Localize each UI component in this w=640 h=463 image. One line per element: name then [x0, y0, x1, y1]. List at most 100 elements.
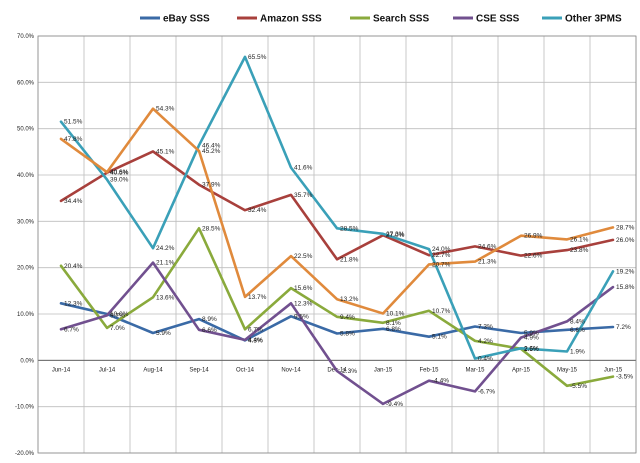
- data-label: 13.2%: [340, 296, 359, 303]
- data-label: 24.0%: [432, 246, 451, 253]
- y-tick-label: 20.0%: [17, 266, 35, 272]
- x-tick-label: Oct-14: [236, 367, 255, 373]
- data-point: [428, 263, 430, 266]
- data-point: [336, 227, 338, 230]
- data-label: 4.9%: [524, 335, 539, 342]
- x-tick-label: Jun-14: [52, 367, 71, 373]
- data-label: 26.0%: [616, 237, 635, 244]
- data-label: 5.1%: [432, 334, 447, 341]
- legend-label: Amazon SSS: [260, 14, 322, 25]
- data-point: [106, 171, 108, 174]
- data-point: [290, 302, 292, 305]
- data-point: [244, 296, 246, 298]
- data-label: 32.4%: [248, 207, 267, 214]
- data-label: 10.7%: [432, 308, 451, 315]
- legend-label: eBay SSS: [163, 14, 210, 25]
- data-label: 40.5%: [110, 170, 129, 177]
- data-point: [612, 226, 614, 229]
- data-label: 8.9%: [202, 316, 217, 323]
- data-point: [336, 332, 338, 335]
- data-point: [198, 144, 200, 147]
- data-label: -6.7%: [478, 388, 495, 395]
- data-point: [612, 375, 614, 378]
- data-label: 8.1%: [386, 320, 401, 327]
- data-label: 22.6%: [524, 253, 543, 260]
- data-point: [520, 234, 522, 237]
- data-point: [428, 335, 430, 338]
- y-tick-label: -10.0%: [15, 405, 35, 411]
- data-point: [566, 350, 568, 353]
- data-point: [106, 314, 108, 317]
- data-label: 26.1%: [570, 236, 589, 243]
- data-point: [336, 370, 338, 372]
- data-label: 9.5%: [294, 313, 309, 320]
- data-label: 47.8%: [64, 136, 83, 143]
- y-tick-label: 60.0%: [17, 80, 35, 86]
- data-label: 9.4%: [340, 314, 355, 321]
- data-point: [336, 315, 338, 318]
- data-label: -5.5%: [570, 383, 587, 390]
- data-point: [612, 270, 614, 273]
- data-label: 27.3%: [386, 231, 405, 238]
- data-point: [428, 309, 430, 312]
- data-point: [520, 332, 522, 334]
- data-label: 22.5%: [294, 253, 313, 260]
- series-lines: [59, 55, 615, 406]
- data-label: 28.7%: [616, 224, 635, 231]
- data-point: [198, 328, 200, 331]
- data-point: [60, 200, 62, 202]
- data-label: 27.0%: [386, 232, 405, 239]
- data-point: [382, 328, 384, 330]
- data-label: 9.7%: [110, 312, 125, 319]
- data-point: [152, 150, 154, 153]
- data-point: [382, 322, 384, 324]
- data-label: 6.8%: [386, 326, 401, 333]
- plot-border: [37, 35, 637, 454]
- data-label: 6.7%: [64, 326, 79, 333]
- x-tick-label: Aug-14: [143, 367, 163, 373]
- data-labels: 12.3% 10.0% 5.9% 8.9% 4.3% 9.5% 5.8% 6.8% 5.1% 7.…: [64, 54, 635, 408]
- data-label: 39.0%: [110, 177, 129, 184]
- x-tick-label: Mar-15: [465, 367, 485, 373]
- data-point: [612, 239, 614, 241]
- y-tick-label: 70.0%: [17, 34, 35, 40]
- data-point: [520, 347, 522, 350]
- x-tick-label: Nov-14: [281, 367, 301, 373]
- data-point: [290, 315, 292, 318]
- data-point: [198, 183, 200, 186]
- data-label: 15.8%: [616, 284, 635, 291]
- legend-label: CSE SSS: [476, 14, 520, 25]
- y-tick-label: 50.0%: [17, 127, 35, 133]
- data-point: [290, 255, 292, 257]
- data-point: [336, 258, 338, 261]
- y-tick-label: 40.0%: [17, 173, 35, 179]
- data-label: 2.5%: [524, 346, 539, 353]
- data-label: 65.5%: [248, 54, 267, 61]
- data-label: 24.6%: [478, 243, 497, 250]
- data-label: 5.9%: [524, 330, 539, 337]
- data-point: [474, 245, 476, 248]
- data-point: [474, 340, 476, 342]
- data-point: [520, 254, 522, 257]
- data-label: 6.6%: [570, 327, 585, 334]
- data-point: [60, 265, 62, 267]
- legend-label: Search SSS: [373, 14, 429, 25]
- data-label: -3.5%: [616, 374, 633, 381]
- x-tick-label: Jul-14: [99, 367, 116, 373]
- data-point: [198, 318, 200, 320]
- y-tick-label: 10.0%: [17, 312, 35, 318]
- data-point: [382, 233, 384, 235]
- x-tick-label: Apr-15: [512, 367, 531, 373]
- data-point: [566, 249, 568, 251]
- x-tick-label: May-15: [557, 367, 578, 373]
- data-label: 20.7%: [432, 261, 451, 268]
- x-tick-label: Feb-15: [419, 367, 439, 373]
- data-label: 21.3%: [478, 259, 497, 266]
- data-point: [428, 254, 430, 256]
- data-point: [428, 379, 430, 382]
- data-label: 54.3%: [156, 106, 175, 113]
- data-label: -4.4%: [432, 378, 449, 385]
- data-point: [106, 178, 108, 181]
- data-label: 8.4%: [570, 318, 585, 325]
